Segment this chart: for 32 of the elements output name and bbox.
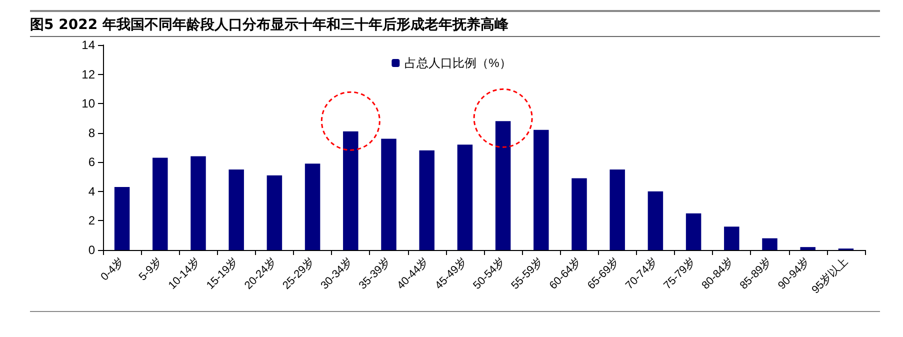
bar	[381, 138, 396, 250]
legend-label: 占总人口比例（%）	[404, 56, 512, 70]
bar	[724, 226, 740, 250]
y-tick-label: 0	[88, 243, 96, 257]
bar	[457, 144, 473, 250]
bar	[190, 156, 206, 250]
bar	[266, 175, 282, 250]
y-tick-label: 2	[88, 214, 96, 228]
y-tick-label: 12	[82, 67, 96, 82]
y-tick-label: 10	[82, 96, 96, 111]
bar	[648, 191, 664, 250]
y-tick-label: 4	[88, 184, 96, 198]
chart-title: 图5 2022 年我国不同年龄段人口分布显示十年和三十年后形成老年抚养高峰	[30, 10, 880, 34]
x-tick-label: 95岁以上	[809, 255, 850, 296]
bar	[114, 187, 130, 250]
bar	[495, 121, 511, 250]
bar	[304, 164, 320, 250]
bar	[419, 150, 434, 250]
bar	[762, 238, 778, 250]
y-tick-label: 8	[88, 126, 96, 140]
bar	[534, 130, 549, 250]
y-tick-label: 14	[82, 38, 96, 52]
bar	[800, 247, 816, 250]
x-tick-label: 0-4岁	[98, 256, 126, 284]
bar	[572, 178, 587, 250]
bar	[610, 169, 625, 250]
bar	[152, 158, 168, 250]
y-tick-label: 6	[88, 155, 96, 170]
bar	[686, 213, 702, 250]
bar	[343, 131, 358, 250]
x-tick-label: 5-9岁	[136, 256, 164, 284]
bar	[228, 169, 244, 250]
